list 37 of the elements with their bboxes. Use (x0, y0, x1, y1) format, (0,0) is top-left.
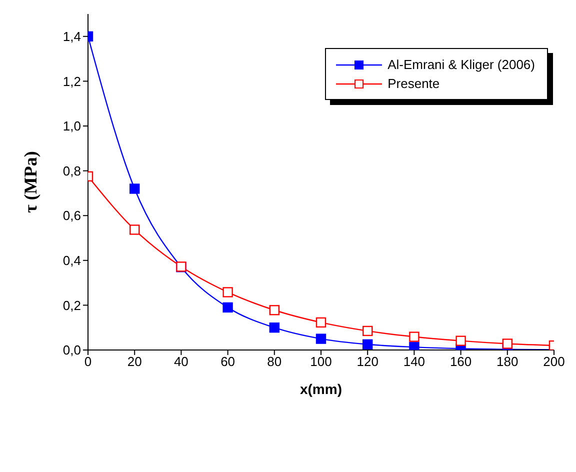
x-tick-label: 140 (403, 354, 426, 370)
legend-label: Al-Emrani & Kliger (2006) (388, 57, 535, 72)
x-axis-title: x(mm) (300, 381, 342, 397)
point (409, 332, 420, 342)
x-tick-label: 160 (450, 354, 472, 370)
point (269, 305, 280, 316)
point (222, 302, 233, 313)
legend-label: Presente (388, 76, 440, 91)
x-tick-label: 100 (310, 354, 332, 370)
point (316, 317, 326, 328)
x-tick-label: 80 (267, 354, 282, 370)
x-tick-label: 20 (127, 354, 142, 370)
y-tick-label: 0,4 (62, 253, 81, 268)
y-tick-label: 0,0 (62, 342, 81, 358)
y-tick-label: 0,2 (62, 298, 81, 313)
point (222, 287, 233, 298)
y-axis-title: τ (MPa) (20, 151, 40, 213)
y-tick-label: 0,6 (62, 208, 81, 224)
x-tick-label: 40 (174, 354, 188, 370)
point (130, 184, 140, 194)
x-tick-label: 200 (543, 354, 565, 370)
y-tick-label: 0,8 (62, 163, 81, 178)
point (362, 326, 373, 336)
x-tick-label: 0 (84, 354, 92, 370)
point (502, 338, 512, 349)
point (362, 339, 373, 350)
x-tick-label: 180 (496, 354, 518, 370)
point (456, 336, 466, 346)
point (316, 334, 326, 344)
y-tick-label: 1,0 (62, 118, 81, 134)
point (130, 224, 140, 235)
y-tick-label: 1,4 (62, 29, 81, 44)
y-tick-label: 1,2 (62, 74, 81, 89)
x-tick-label: 60 (220, 354, 236, 370)
point (409, 342, 420, 350)
point (269, 322, 280, 333)
x-tick-label: 120 (356, 354, 378, 370)
